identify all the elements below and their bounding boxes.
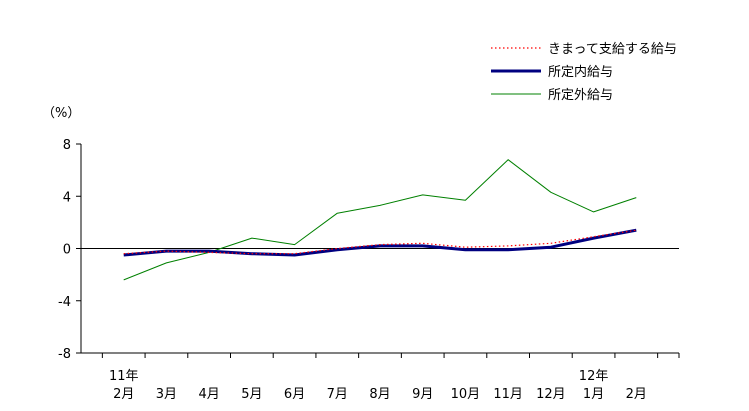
x-ticks: 2月 3月 4月 5月 6月 7月 8月 9月 10月 11月 12月 1月 2月 11年 12年	[101, 353, 680, 402]
legend-label-1: 所定内給与	[548, 64, 613, 80]
series-line-0	[123, 229, 637, 255]
x-tick-label: 8月	[369, 387, 390, 402]
y-tick-label: 8	[63, 138, 71, 153]
x-tick-label: 7月	[327, 387, 348, 402]
year-label: 12年	[579, 369, 609, 384]
x-tick-label: 6月	[284, 387, 305, 402]
x-tick-label: 9月	[412, 387, 433, 402]
y-tick-label: -8	[58, 347, 71, 362]
series-line-1	[123, 228, 637, 257]
x-tick-label: 10月	[451, 387, 481, 402]
x-tick-label: 11月	[493, 387, 523, 402]
y-tick-label: -4	[58, 295, 71, 310]
legend-label-0: きまって支給する給与	[548, 42, 677, 57]
y-axis-label: （%）	[42, 106, 80, 121]
x-tick-label: 5月	[241, 387, 262, 402]
legend-label-2: 所定外給与	[548, 88, 613, 103]
x-tick-label: 4月	[199, 387, 220, 402]
x-tick-label: 12月	[536, 387, 566, 402]
axes	[80, 144, 679, 354]
year-label: 11年	[109, 369, 139, 384]
x-tick-label: 1月	[583, 387, 604, 402]
series-line-2	[123, 159, 637, 281]
y-tick-label: 0	[63, 243, 71, 258]
x-tick-label: 2月	[113, 387, 134, 402]
y-ticks: 8 4 0 -4 -8	[58, 138, 81, 362]
x-tick-label: 3月	[156, 387, 177, 402]
series-lines	[123, 159, 637, 281]
y-tick-label: 4	[63, 190, 71, 205]
x-tick-label: 2月	[626, 387, 647, 402]
